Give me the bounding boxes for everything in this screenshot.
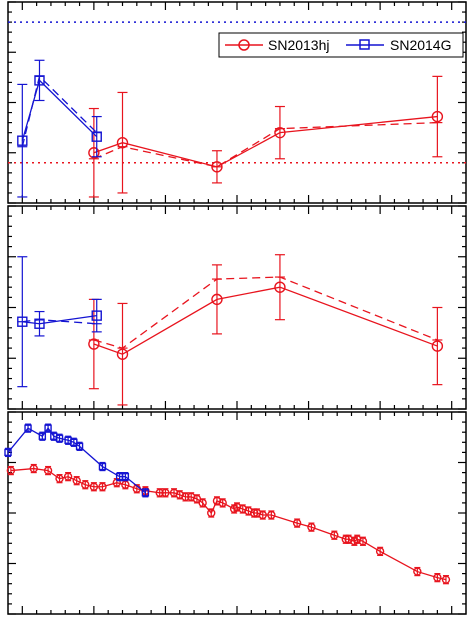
data-point-sn2013hj xyxy=(330,531,339,540)
legend-sn2014g-label: SN2014G xyxy=(390,37,451,53)
data-point-sn2013hj xyxy=(358,537,368,546)
data-point-sn2014g xyxy=(141,489,150,497)
series-line-sn2014g xyxy=(22,314,97,325)
data-point-sn2013hj xyxy=(72,476,81,485)
data-point-sn2014g xyxy=(4,448,12,457)
plot-area xyxy=(4,21,466,585)
data-point-sn2014g xyxy=(38,432,47,440)
series-dashed-line-sn2013hj xyxy=(93,121,438,168)
panel-frame-middle xyxy=(7,205,467,410)
data-point-sn2014g xyxy=(34,318,45,329)
data-point-sn2013hj xyxy=(43,466,53,475)
data-point-sn2014g xyxy=(121,472,130,481)
data-point-sn2014g xyxy=(34,75,45,86)
data-point-sn2013hj xyxy=(413,567,422,576)
data-point-sn2013hj xyxy=(433,573,442,582)
data-point-sn2013hj xyxy=(6,466,16,475)
data-point-sn2014g xyxy=(17,316,28,327)
data-point-sn2013hj xyxy=(307,522,316,532)
panel-middle xyxy=(17,254,444,406)
panel-frame-top xyxy=(7,1,467,204)
data-point-sn2013hj xyxy=(274,281,286,293)
series-dashed-line-sn2013hj xyxy=(93,276,438,349)
series-line-sn2013hj xyxy=(93,286,438,355)
data-point-sn2013hj xyxy=(207,508,216,518)
series-dashed-line-sn2014g xyxy=(21,75,98,147)
legend: SN2013hj SN2014G xyxy=(218,32,464,58)
data-point-sn2013hj xyxy=(116,136,129,149)
data-point-sn2014g xyxy=(98,462,107,471)
data-point-sn2013hj xyxy=(267,510,276,520)
data-point-sn2013hj xyxy=(211,161,223,173)
data-point-sn2013hj xyxy=(375,547,385,556)
data-point-sn2014g xyxy=(17,135,28,146)
data-point-sn2013hj xyxy=(441,575,451,584)
data-point-sn2013hj xyxy=(218,498,227,508)
data-point-sn2013hj xyxy=(116,348,129,360)
data-point-sn2013hj xyxy=(198,498,207,508)
series-line-sn2013hj xyxy=(93,115,438,168)
data-point-sn2014g xyxy=(91,131,102,142)
data-point-sn2013hj xyxy=(88,147,100,159)
data-point-sn2013hj xyxy=(89,482,99,491)
legend-sn2013hj-label: SN2013hj xyxy=(268,37,330,53)
panel-frames xyxy=(7,1,467,615)
data-point-sn2013hj xyxy=(161,488,170,497)
data-point-sn2013hj xyxy=(155,488,164,497)
legend-sn2014g-marker xyxy=(359,39,370,50)
data-point-sn2013hj xyxy=(431,340,444,352)
panel-top xyxy=(8,21,466,198)
data-point-sn2014g xyxy=(75,442,84,451)
data-point-sn2013hj xyxy=(55,474,64,483)
data-point-sn2013hj xyxy=(98,482,107,491)
data-point-sn2013hj xyxy=(63,472,73,481)
data-point-sn2013hj xyxy=(181,492,190,502)
data-point-sn2013hj xyxy=(81,480,90,489)
data-point-sn2013hj xyxy=(431,110,444,123)
data-point-sn2013hj xyxy=(292,518,302,528)
data-point-sn2013hj xyxy=(88,338,100,350)
data-point-sn2014g xyxy=(91,310,102,321)
data-point-sn2013hj xyxy=(258,510,267,520)
data-point-sn2014g xyxy=(44,424,52,432)
data-point-sn2014g xyxy=(55,434,64,442)
series-line-sn2014g xyxy=(21,79,98,141)
data-point-sn2014g xyxy=(24,424,32,432)
data-point-sn2013hj xyxy=(211,293,223,306)
legend-sn2013hj-marker xyxy=(238,39,250,51)
panel-bottom xyxy=(4,423,451,585)
data-point-sn2013hj xyxy=(274,126,286,139)
data-point-sn2013hj xyxy=(29,464,38,473)
